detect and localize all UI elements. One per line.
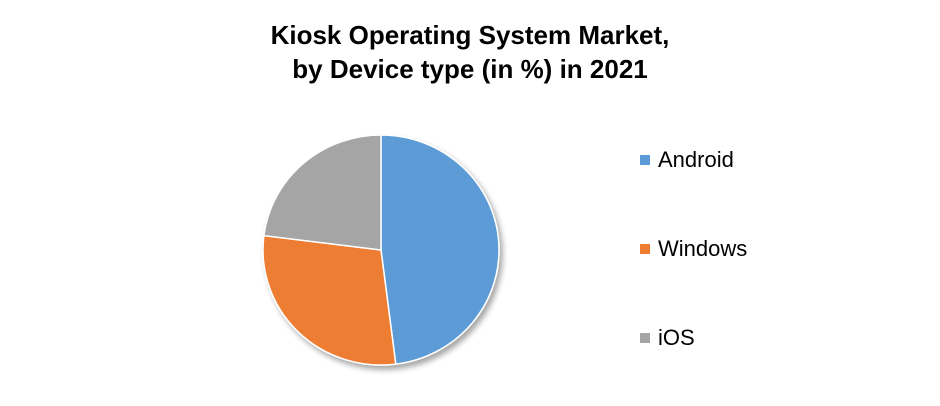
chart-title: Kiosk Operating System Market, by Device… <box>0 18 940 86</box>
pie-slice-android <box>380 134 500 365</box>
legend-item-android: Android <box>640 145 734 175</box>
pie-slice-ios <box>263 134 382 251</box>
legend-swatch-android <box>640 155 650 165</box>
chart-title-line-1: Kiosk Operating System Market, <box>270 20 670 50</box>
legend-label-android: Android <box>658 147 734 172</box>
chart-title-line-2: by Device type (in %) in 2021 <box>292 54 648 84</box>
pie-slice-windows <box>262 234 397 366</box>
legend-swatch-windows <box>640 244 650 254</box>
legend-item-ios: iOS <box>640 323 695 353</box>
legend-label-windows: Windows <box>658 236 748 261</box>
pie-slices <box>262 134 500 366</box>
legend-label-ios: iOS <box>658 325 695 350</box>
legend-swatch-ios <box>640 333 650 343</box>
legend-item-windows: Windows <box>640 234 747 264</box>
